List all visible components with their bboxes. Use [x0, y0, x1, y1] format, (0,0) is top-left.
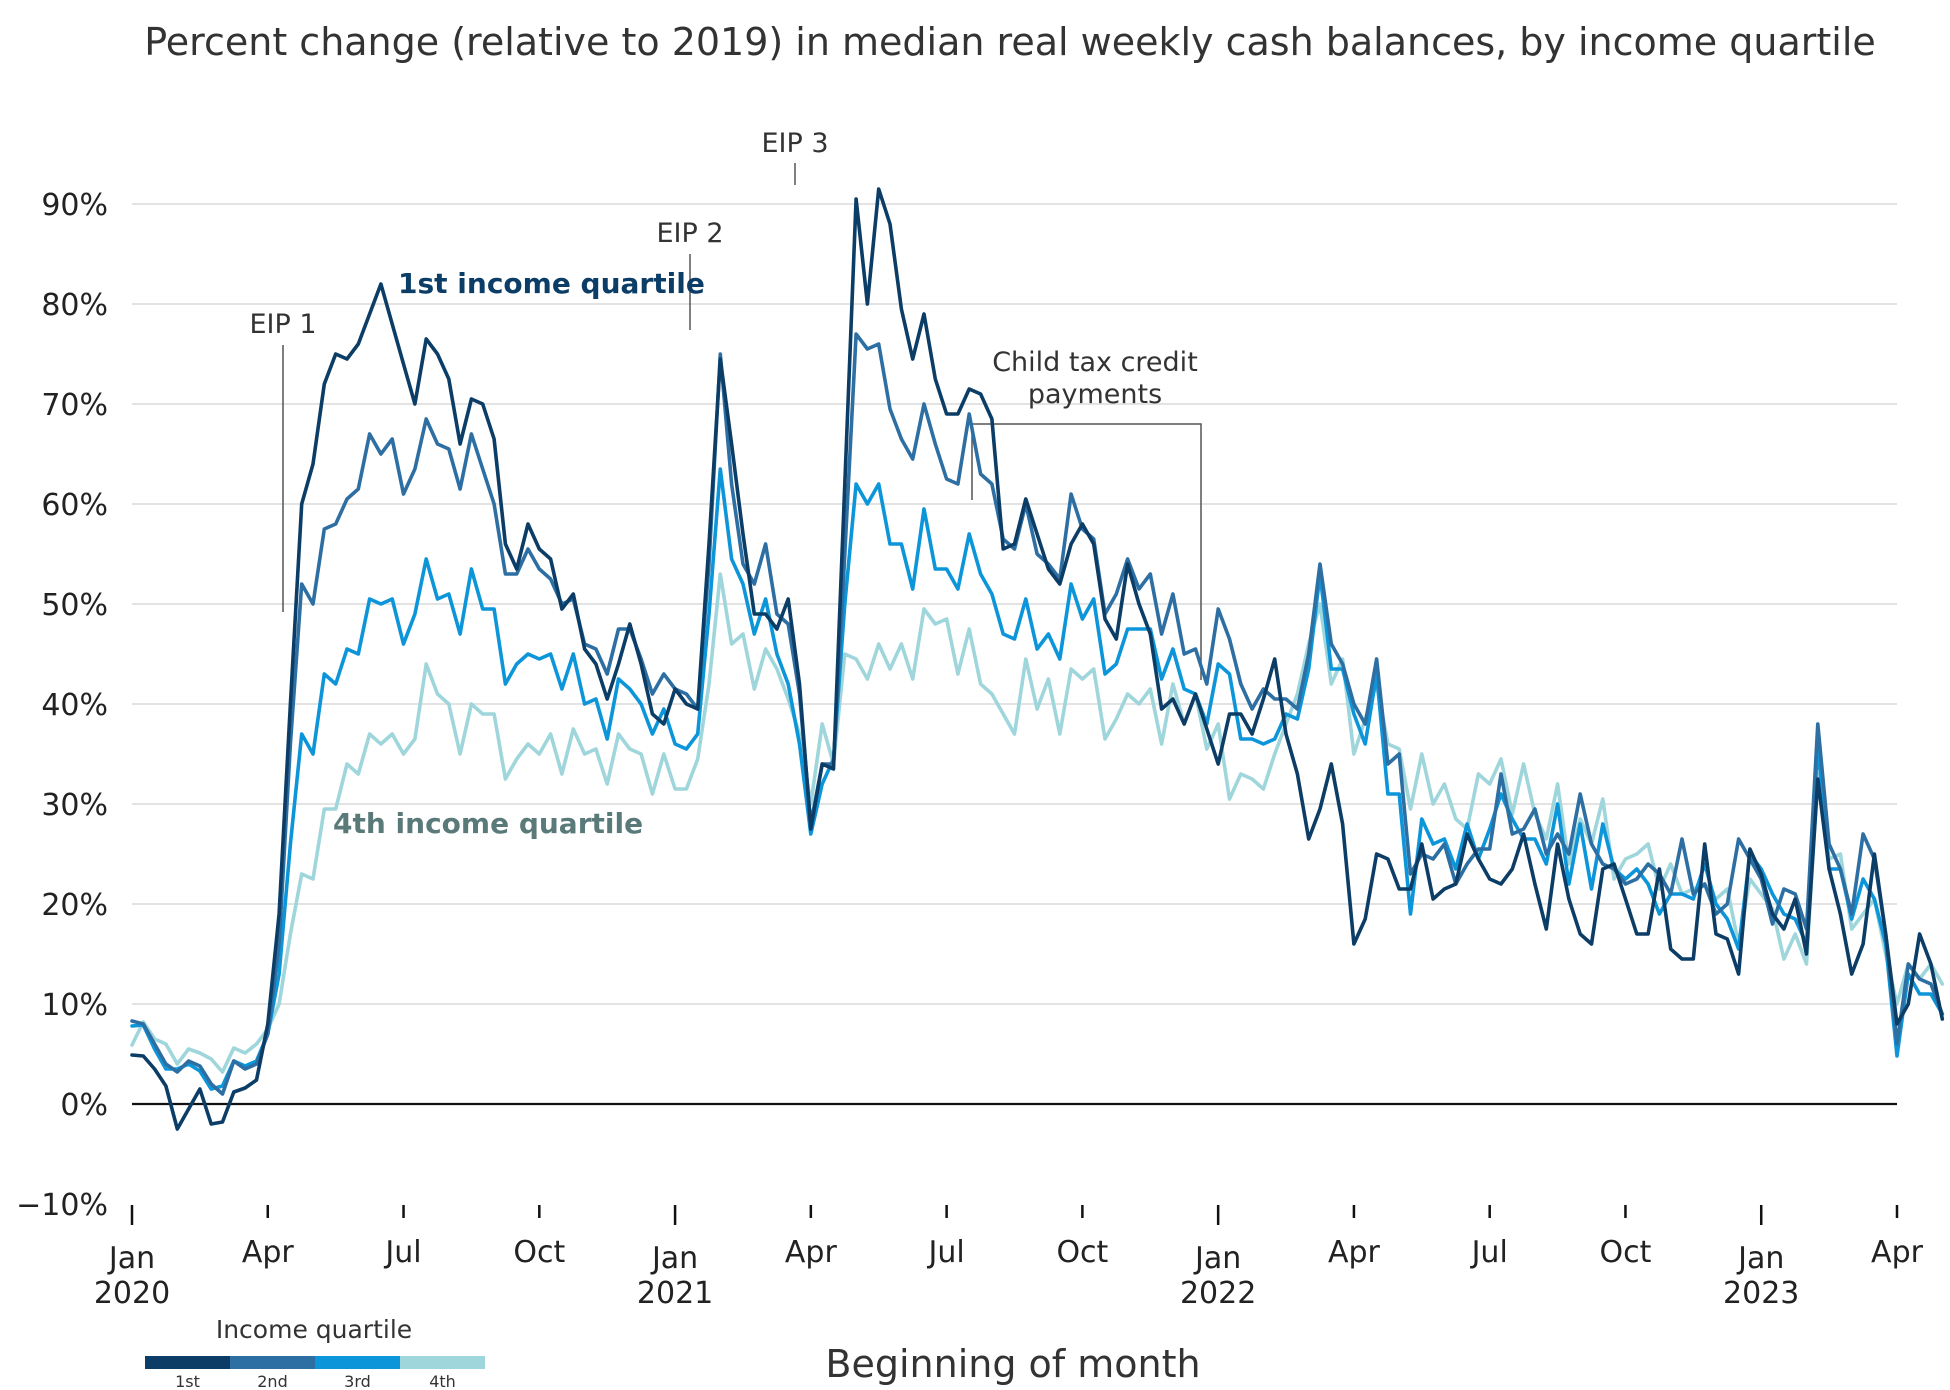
- legend: Income quartile 1st 2nd 3rd 4th: [145, 1315, 485, 1390]
- legend-swatch-1st: [145, 1356, 230, 1369]
- ctc-label-line1: Child tax credit: [992, 347, 1198, 378]
- x-tick-label: Oct: [1056, 1235, 1108, 1270]
- x-tick-year: 2022: [1180, 1276, 1256, 1311]
- x-tick-label: Jan: [107, 1241, 155, 1276]
- chart-title: Percent change (relative to 2019) in med…: [144, 20, 1876, 64]
- series-line-2nd: [130, 332, 1945, 1096]
- eip1-label: EIP 1: [249, 309, 316, 340]
- y-tick-label: 10%: [41, 988, 108, 1023]
- gridlines: [132, 203, 1897, 1106]
- x-tick-label: Jan: [1193, 1241, 1241, 1276]
- y-tick-label: 50%: [41, 588, 108, 623]
- x-tick-year: 2020: [94, 1276, 170, 1311]
- x-tick-label: Jan: [1736, 1241, 1784, 1276]
- series-label-first: 1st income quartile: [398, 267, 705, 300]
- y-tick-label: 0%: [60, 1088, 108, 1123]
- eip3-label: EIP 3: [761, 128, 828, 159]
- eip2-label: EIP 2: [656, 218, 723, 249]
- y-tick-label: 90%: [41, 188, 108, 223]
- x-tick-label: Jul: [383, 1235, 421, 1270]
- y-tick-label: 60%: [41, 488, 108, 523]
- y-tick-label: 30%: [41, 788, 108, 823]
- legend-label: 1st: [175, 1372, 200, 1390]
- x-tick-year: 2021: [637, 1276, 713, 1311]
- annotations: EIP 1 EIP 2 EIP 3 Child tax credit payme…: [249, 128, 1202, 680]
- y-tick-label: −10%: [16, 1188, 108, 1223]
- y-axis: −10% 0% 10% 20% 30% 40% 50% 60% 70% 80% 90%: [16, 188, 108, 1223]
- x-tick-label: Oct: [513, 1235, 565, 1270]
- x-tick-label: Jul: [1470, 1235, 1508, 1270]
- legend-swatch-3rd: [315, 1356, 400, 1369]
- series-line-3rd: [130, 467, 1945, 1091]
- ctc-bracket: [971, 423, 1202, 680]
- x-tick-label: Apr: [785, 1235, 838, 1270]
- x-tick-label: Oct: [1600, 1235, 1652, 1270]
- series-line-4th: [130, 572, 1945, 1074]
- series-line-1st: [130, 187, 1945, 1131]
- series-lines: [130, 187, 1945, 1131]
- y-tick-label: 40%: [41, 688, 108, 723]
- legend-label: 2nd: [257, 1372, 287, 1390]
- x-tick-label: Apr: [1328, 1235, 1381, 1270]
- y-tick-label: 20%: [41, 888, 108, 923]
- legend-label: 3rd: [344, 1372, 371, 1390]
- x-tick-year: 2023: [1723, 1276, 1799, 1311]
- x-tick-label: Apr: [1871, 1235, 1924, 1270]
- legend-title: Income quartile: [216, 1315, 412, 1344]
- legend-swatch-4th: [400, 1356, 485, 1369]
- x-tick-label: Apr: [242, 1235, 295, 1270]
- series-label-fourth: 4th income quartile: [333, 807, 643, 840]
- legend-label: 4th: [429, 1372, 456, 1390]
- y-tick-label: 80%: [41, 288, 108, 323]
- legend-swatch-2nd: [230, 1356, 315, 1369]
- x-tick-label: Jan: [650, 1241, 698, 1276]
- y-tick-label: 70%: [41, 388, 108, 423]
- x-axis-title: Beginning of month: [825, 1342, 1200, 1386]
- x-tick-label: Jul: [927, 1235, 965, 1270]
- legend-items: 1st 2nd 3rd 4th: [145, 1356, 485, 1390]
- ctc-label-line2: payments: [1028, 379, 1162, 410]
